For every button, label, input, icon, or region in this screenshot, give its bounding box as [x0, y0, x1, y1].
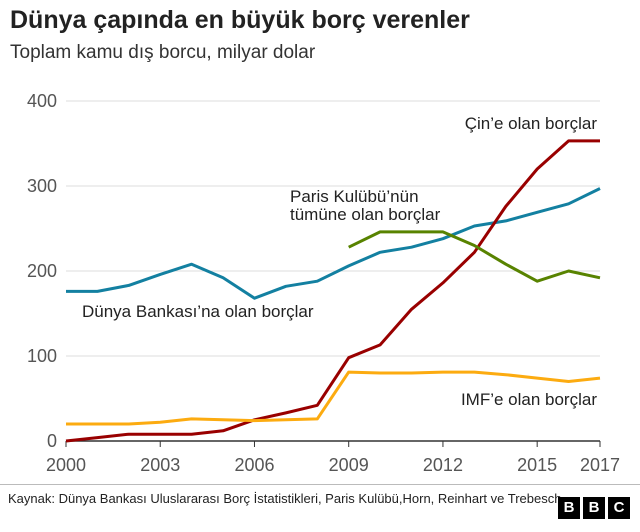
- annotation-paris-club: Paris Kulübü’nün tümüne olan borçlar: [290, 187, 441, 224]
- series-line-paris-club: [348, 230, 601, 283]
- x-tick-label: 2006: [234, 455, 274, 475]
- bbc-logo-letter: C: [608, 497, 630, 519]
- series-line-imf: [66, 370, 601, 426]
- line-chart: 0 100 200 300 400 2000 2003 2006 2009 2012 2015 201…: [27, 91, 620, 475]
- bbc-logo-letter: B: [583, 497, 605, 519]
- annotation-china-line: Çin’e olan borçlar: [465, 114, 598, 133]
- footer-divider: [0, 484, 640, 485]
- x-tick-label: 2009: [329, 455, 369, 475]
- bbc-logo: B B C: [558, 497, 630, 519]
- y-tick-label: 200: [27, 261, 57, 281]
- y-tick-label: 300: [27, 176, 57, 196]
- x-tick-label: 2017: [580, 455, 620, 475]
- annotation-world-bank-line: Dünya Bankası’na olan borçlar: [82, 302, 314, 321]
- x-tick-label: 2012: [423, 455, 463, 475]
- x-tick-label: 2003: [140, 455, 180, 475]
- annotation-china: Çin’e olan borçlar: [465, 114, 598, 133]
- chart-subtitle: Toplam kamu dış borcu, milyar dolar: [10, 42, 316, 63]
- bbc-logo-letter: B: [558, 497, 580, 519]
- series-line-china: [65, 139, 600, 443]
- series-line-world-bank: [66, 187, 601, 300]
- y-tick-label: 100: [27, 346, 57, 366]
- annotation-paris-club-line: Paris Kulübü’nün: [290, 187, 419, 206]
- annotation-imf: IMF’e olan borçlar: [461, 390, 597, 409]
- x-tick-label: 2000: [46, 455, 86, 475]
- source-note: Kaynak: Dünya Bankası Uluslararası Borç …: [8, 491, 562, 506]
- x-tick-label: 2015: [517, 455, 557, 475]
- chart-title: Dünya çapında en büyük borç verenler: [10, 6, 470, 34]
- annotation-imf-line: IMF’e olan borçlar: [461, 390, 597, 409]
- y-tick-label: 0: [47, 431, 57, 451]
- annotation-world-bank: Dünya Bankası’na olan borçlar: [82, 302, 314, 321]
- y-tick-label: 400: [27, 91, 57, 111]
- annotation-paris-club-line: tümüne olan borçlar: [290, 205, 441, 224]
